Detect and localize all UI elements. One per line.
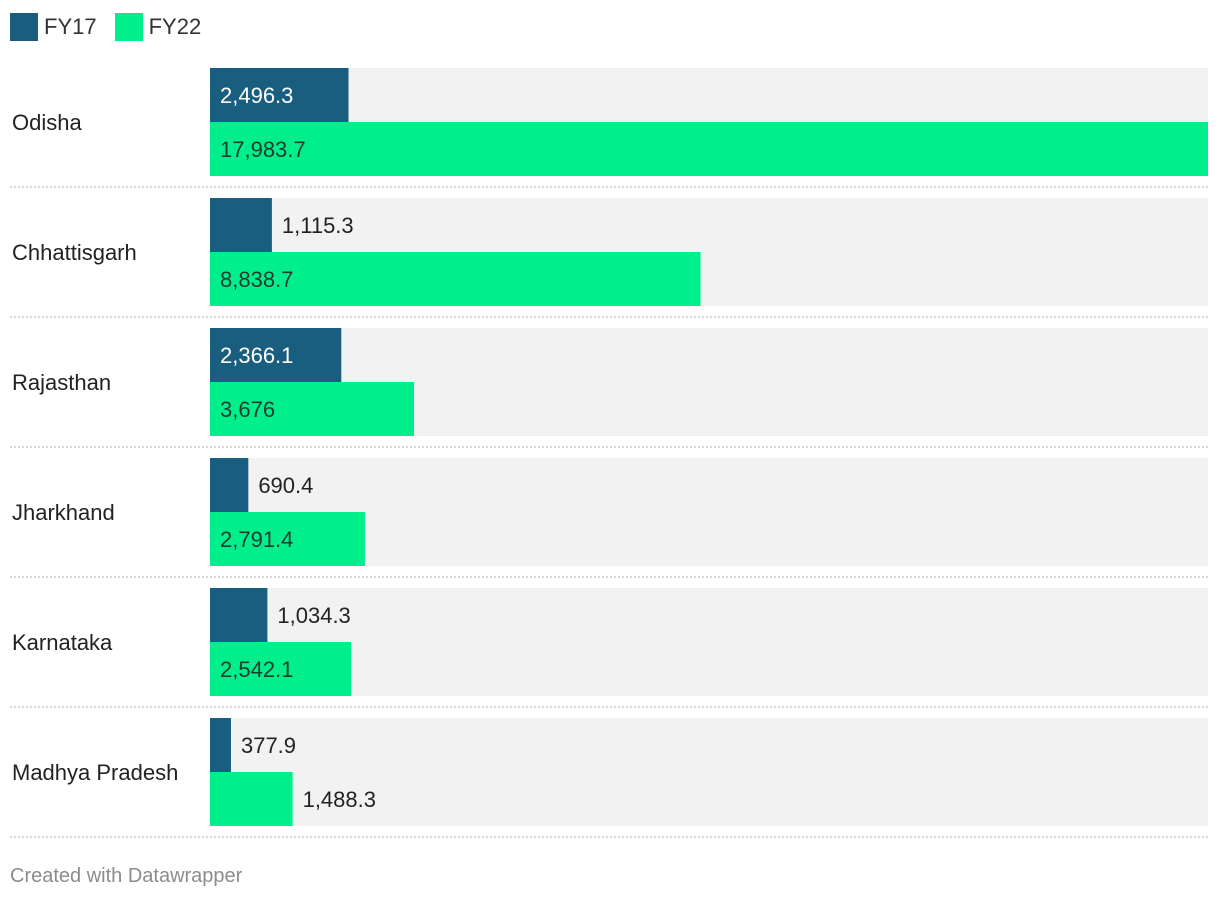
bar-fy22-rajasthan (210, 382, 414, 436)
bar-fy17-karnataka (210, 588, 268, 642)
bar-track-jharkhand (210, 458, 1208, 566)
bar-fy17-rajasthan (210, 328, 342, 382)
category-label-odisha: Odisha (12, 110, 82, 135)
bar-fy17-madhya-pradesh (210, 718, 231, 772)
category-label-chhattisgarh: Chhattisgarh (12, 240, 137, 265)
category-label-jharkhand: Jharkhand (12, 500, 115, 525)
bar-fy17-jharkhand (210, 458, 249, 512)
category-label-rajasthan: Rajasthan (12, 370, 111, 395)
legend-label-fy17: FY17 (44, 14, 97, 39)
value-label-fy17-odisha: 2,496.3 (220, 83, 293, 108)
legend-swatch-fy22 (114, 13, 143, 41)
legend-item-fy22: FY22 (114, 13, 202, 41)
value-label-fy17-rajasthan: 2,366.1 (220, 343, 293, 368)
bar-fy17-chhattisgarh (210, 198, 272, 252)
category-label-madhya-pradesh: Madhya Pradesh (12, 760, 178, 785)
legend-item-fy17: FY17 (10, 13, 97, 41)
value-label-fy22-chhattisgarh: 8,838.7 (220, 267, 293, 292)
value-label-fy22-madhya-pradesh: 1,488.3 (303, 787, 376, 812)
value-label-fy17-jharkhand: 690.4 (258, 473, 313, 498)
value-label-fy22-jharkhand: 2,791.4 (220, 527, 293, 552)
category-label-karnataka: Karnataka (12, 630, 113, 655)
legend: FY17 FY22 (10, 12, 219, 42)
bar-track-karnataka (210, 588, 1208, 696)
bar-fy17-odisha (210, 68, 349, 122)
bar-fy22-madhya-pradesh (210, 772, 293, 826)
bar-fy22-jharkhand (210, 512, 365, 566)
legend-swatch-fy17 (10, 13, 38, 41)
bar-fy22-odisha (210, 122, 1208, 176)
value-label-fy17-chhattisgarh: 1,115.3 (282, 213, 354, 238)
legend-label-fy22: FY22 (148, 14, 202, 39)
value-label-fy17-karnataka: 1,034.3 (277, 603, 350, 628)
value-label-fy22-karnataka: 2,542.1 (220, 657, 293, 682)
value-label-fy22-odisha: 17,983.7 (220, 137, 306, 162)
value-label-fy22-rajasthan: 3,676 (220, 397, 275, 422)
bar-track-madhya-pradesh (210, 718, 1208, 826)
bar-chart: Odisha 2,496.3 17,983.7 Chhattisgarh 1,115.3… (10, 68, 1208, 838)
value-label-fy17-madhya-pradesh: 377.9 (241, 733, 296, 758)
bar-fy22-karnataka (210, 642, 352, 696)
footer-credit: Created with Datawrapper (10, 865, 243, 887)
bar-fy22-chhattisgarh (210, 252, 701, 306)
